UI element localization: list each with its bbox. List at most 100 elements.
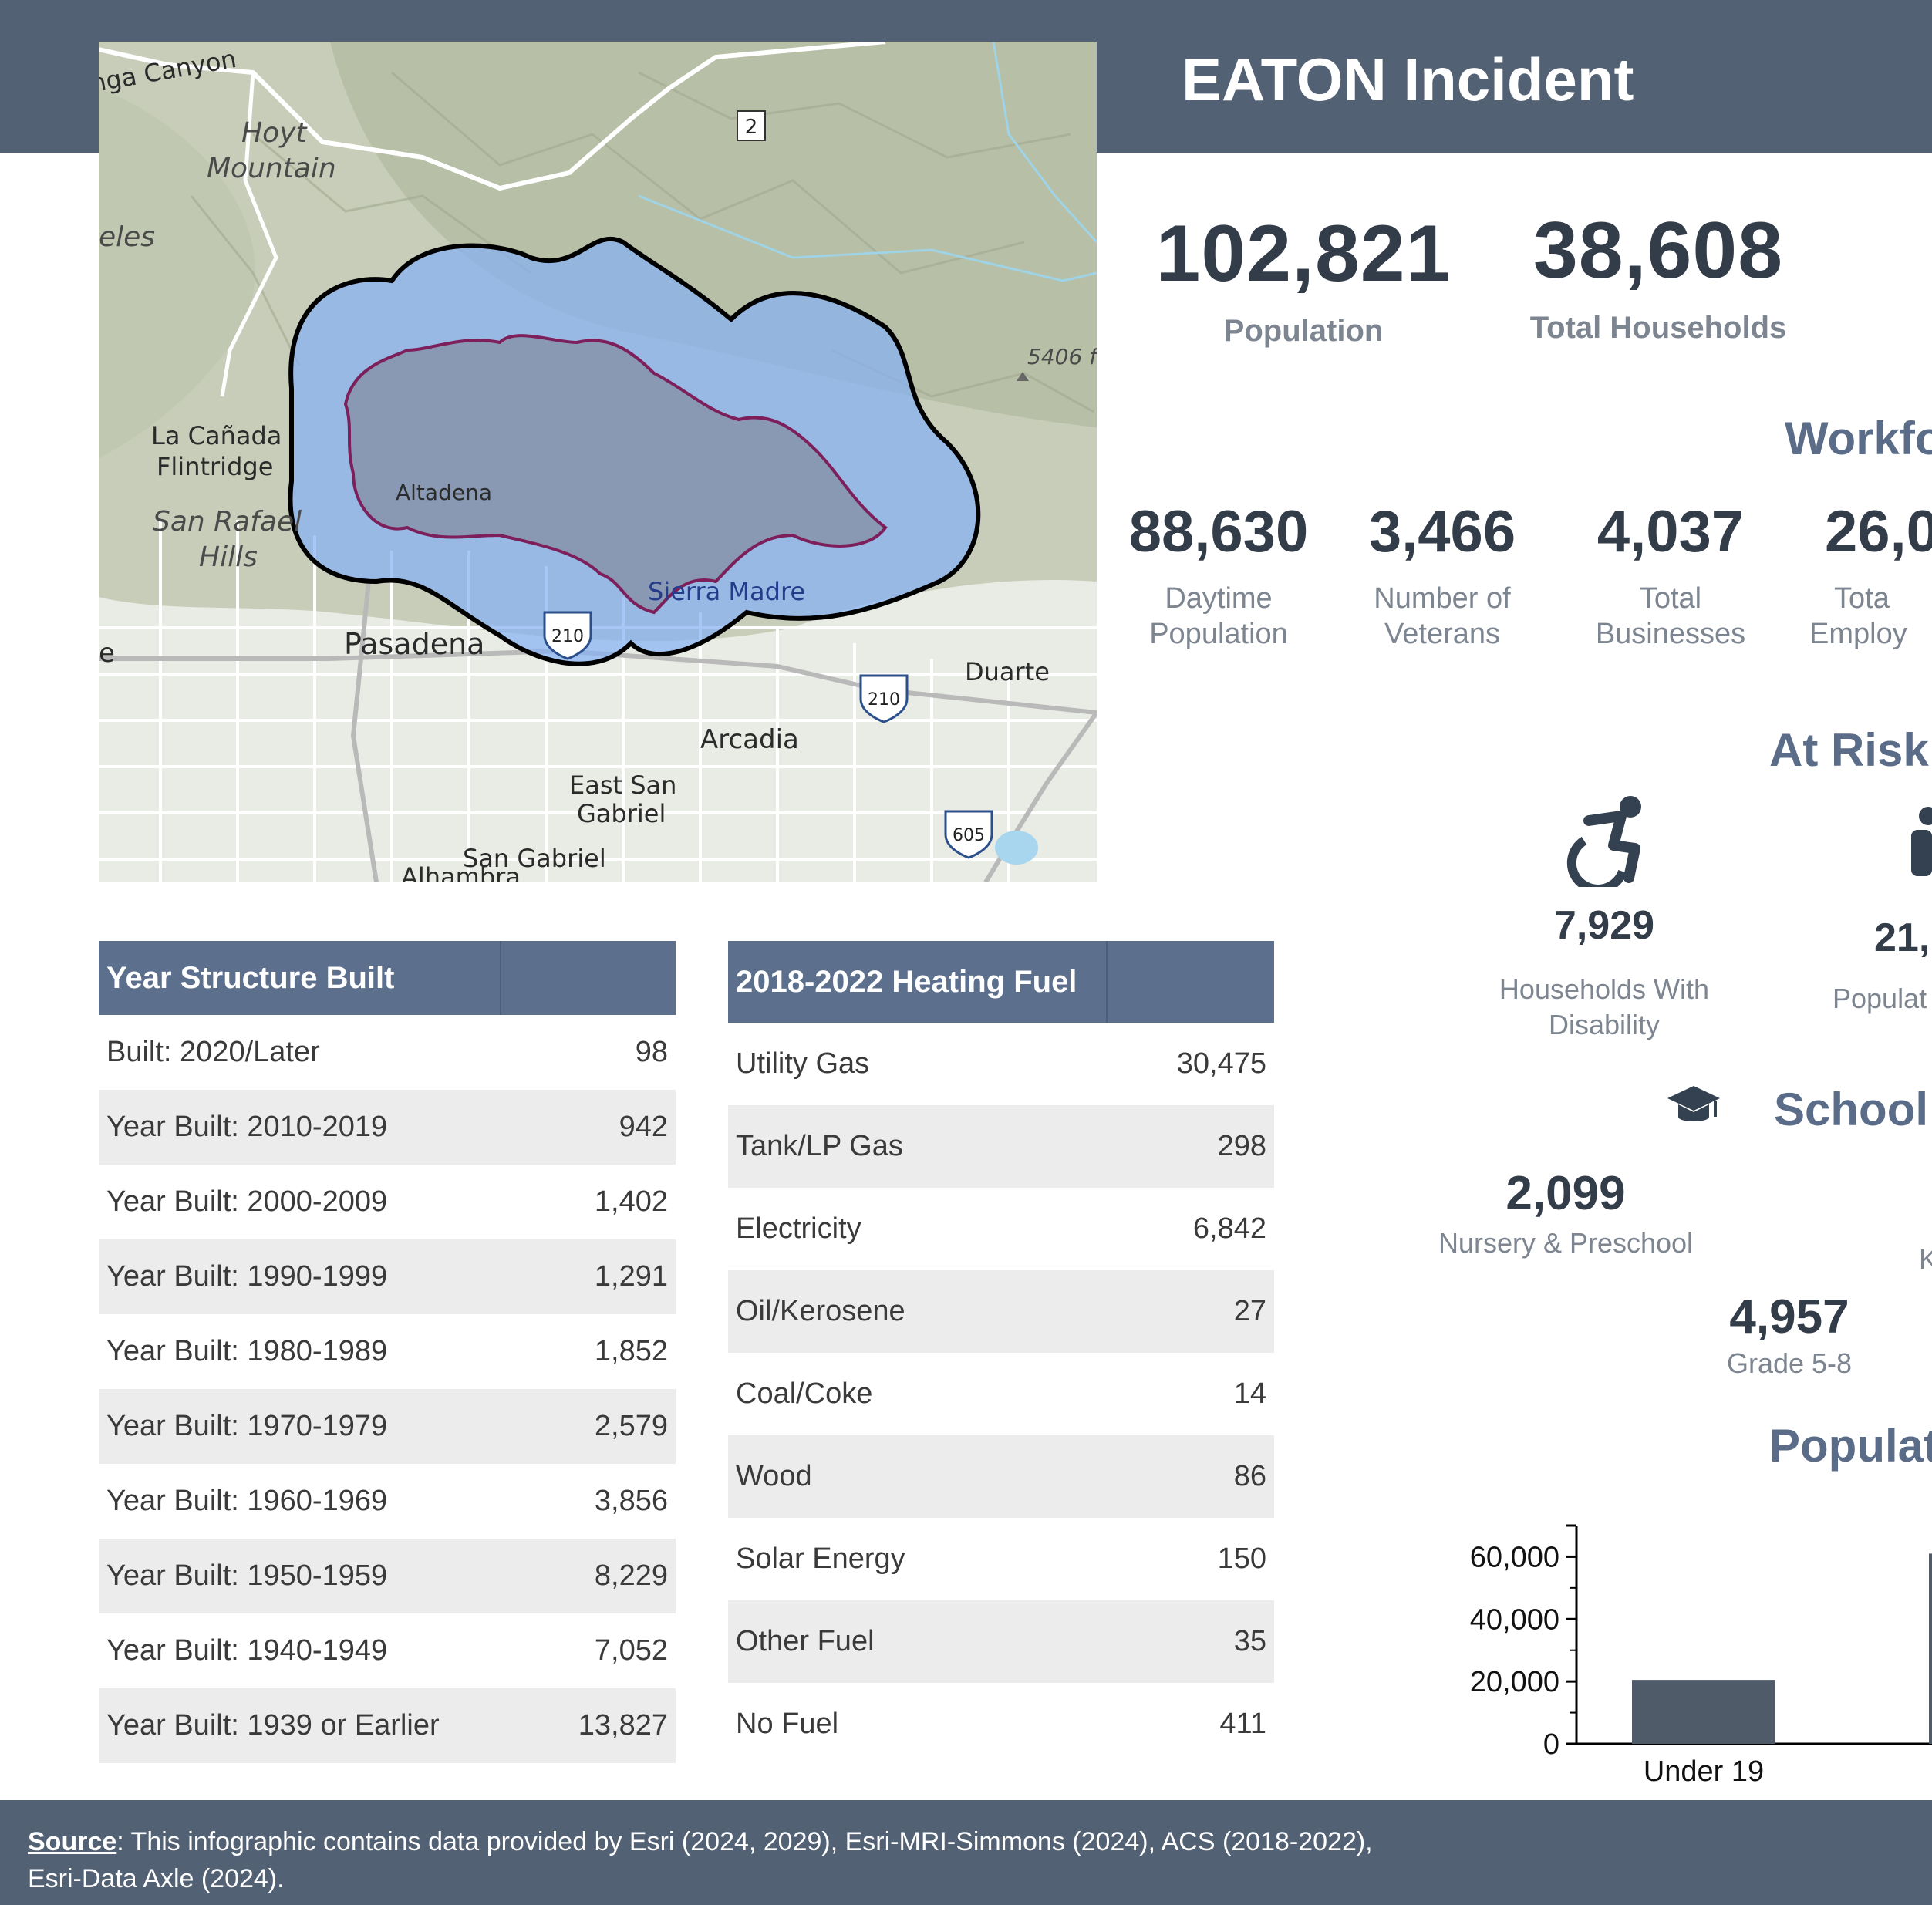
chart-axes: 0 20,000 40,000 60,000 bbox=[1470, 1524, 1932, 1761]
x-tick-label: Under 19 bbox=[1644, 1755, 1764, 1788]
creek bbox=[638, 194, 1097, 282]
footer-band bbox=[0, 1800, 1932, 1905]
grade-5-8-stat: 4,957 Grade 5-8 bbox=[1666, 1290, 1913, 1381]
businesses-label-line2: Businesses bbox=[1595, 618, 1746, 650]
table-header: 2018-2022 Heating Fuel bbox=[728, 941, 1107, 1023]
at-risk-heading: At Risk bbox=[1769, 724, 1929, 776]
row-value: 942 bbox=[501, 1090, 676, 1165]
at-risk-population-stat: 21, Populat bbox=[1833, 915, 1930, 1017]
row-value: 7,052 bbox=[594, 1634, 668, 1667]
map-label-flintridge: Flintridge bbox=[157, 452, 273, 481]
population-label: Population bbox=[1223, 314, 1384, 348]
veterans-label-line2: Veterans bbox=[1384, 618, 1500, 650]
year-structure-built-table: Year Structure Built Built: 2020/Later 98… bbox=[99, 941, 676, 1763]
source-note: Source: This infographic contains data p… bbox=[28, 1823, 1493, 1897]
map-canvas: nga Canyon Hoyt Mountain eles La Cañada … bbox=[99, 42, 1097, 882]
svg-text:605: 605 bbox=[953, 826, 985, 845]
row-value: 27 bbox=[1107, 1270, 1274, 1353]
row-value: 1,291 bbox=[501, 1239, 676, 1314]
row-label: Year Built: 1950-1959 bbox=[99, 1539, 501, 1613]
row-value: 298 bbox=[1107, 1105, 1274, 1188]
map-label-hills: Hills bbox=[199, 541, 258, 573]
map-label-arcadia: Arcadia bbox=[700, 724, 799, 755]
row-value: 86 bbox=[1107, 1435, 1274, 1518]
row-value: 98 bbox=[635, 1036, 668, 1068]
table-row: Other Fuel 35 bbox=[728, 1600, 1274, 1683]
table-row: Year Built: 2000-2009 1,402 bbox=[99, 1165, 676, 1239]
row-label: Built: 2020/Later bbox=[106, 1036, 320, 1068]
row-value: 30,475 bbox=[1176, 1047, 1266, 1080]
bar-truncated bbox=[1929, 1553, 1932, 1744]
map-label-alhambra: Alhambra bbox=[401, 862, 521, 882]
bar-under-19 bbox=[1632, 1680, 1775, 1744]
households-stat: 38,608 Total Households bbox=[1504, 205, 1812, 346]
table-row: Year Built: 1970-1979 2,579 bbox=[99, 1389, 676, 1464]
row-value: 35 bbox=[1107, 1600, 1274, 1683]
row-value: 6,842 bbox=[1192, 1212, 1266, 1245]
row-label: Year Built: 1960-1969 bbox=[106, 1485, 388, 1517]
households-label: Total Households bbox=[1529, 311, 1787, 345]
map-label-hoyt: Hoyt bbox=[241, 117, 308, 149]
row-label: Year Built: 1940-1949 bbox=[106, 1634, 388, 1667]
veterans-stat: 3,466 Number of Veterans bbox=[1342, 498, 1543, 652]
table-row: Coal/Coke 14 bbox=[728, 1353, 1274, 1435]
employees-label: Tota bbox=[1834, 582, 1890, 615]
svg-text:210: 210 bbox=[551, 627, 584, 646]
boundary-line bbox=[99, 42, 886, 191]
veterans-value: 3,466 bbox=[1368, 499, 1516, 565]
map-label-gabriel: Gabriel bbox=[577, 799, 666, 828]
row-label: Year Built: 2000-2009 bbox=[106, 1185, 388, 1218]
interstate-605-shield-icon: 605 bbox=[944, 810, 993, 859]
table-row: Year Built: 1980-1989 1,852 bbox=[99, 1314, 676, 1389]
row-label: Solar Energy bbox=[736, 1543, 905, 1575]
creek-east bbox=[992, 42, 1097, 244]
row-value: 150 bbox=[1217, 1543, 1266, 1575]
businesses-label: Total bbox=[1639, 582, 1702, 615]
school-heading: School bbox=[1774, 1084, 1929, 1135]
interstate-210-shield-icon: 210 bbox=[543, 611, 592, 660]
y-tick-label: 40,000 bbox=[1470, 1603, 1559, 1636]
kindergarten-stat: K bbox=[1919, 1225, 1932, 1277]
source-link[interactable]: Source bbox=[28, 1827, 117, 1856]
road-angeles-crest bbox=[220, 72, 278, 397]
table-row: Utility Gas 30,475 bbox=[728, 1023, 1274, 1105]
table-row: Electricity 6,842 bbox=[728, 1188, 1274, 1270]
row-value: 2,579 bbox=[501, 1389, 676, 1464]
map-label-altadena: Altadena bbox=[396, 480, 492, 505]
disability-value: 7,929 bbox=[1553, 903, 1655, 948]
row-label: Electricity bbox=[736, 1212, 861, 1245]
row-label: Year Built: 1990-1999 bbox=[99, 1239, 501, 1314]
chart-bars: Under 19 bbox=[1632, 1553, 1932, 1788]
row-value: 411 bbox=[1219, 1708, 1266, 1740]
row-value: 3,856 bbox=[594, 1485, 668, 1517]
row-label: Oil/Kerosene bbox=[728, 1270, 1107, 1353]
interstate-210-shield-icon: 210 bbox=[859, 674, 909, 723]
table-header-value bbox=[1106, 941, 1274, 1023]
daytime-population-value: 88,630 bbox=[1128, 499, 1309, 565]
table-row: Solar Energy 150 bbox=[728, 1518, 1274, 1600]
row-value: 14 bbox=[1233, 1377, 1266, 1410]
businesses-stat: 4,037 Total Businesses bbox=[1570, 498, 1771, 652]
daytime-population-stat: 88,630 Daytime Population bbox=[1118, 498, 1319, 652]
grade-5-8-label: Grade 5-8 bbox=[1726, 1347, 1853, 1379]
row-label: Wood bbox=[728, 1435, 1107, 1518]
map-label-san-gabriel: San Gabriel bbox=[463, 844, 606, 873]
disability-stat: 7,929 Households With Disability bbox=[1481, 902, 1728, 1043]
map-label-duarte: Duarte bbox=[965, 657, 1050, 686]
row-label: Other Fuel bbox=[728, 1600, 1107, 1683]
table-row: Year Built: 1960-1969 3,856 bbox=[99, 1464, 676, 1539]
population-bar-chart: 0 20,000 40,000 60,000 Under 19 bbox=[1470, 1524, 1932, 1788]
peak-icon bbox=[1017, 372, 1029, 381]
map-label-la-canada: La Cañada bbox=[151, 421, 282, 450]
table-row: Wood 86 bbox=[728, 1435, 1274, 1518]
nursery-value: 2,099 bbox=[1505, 1167, 1626, 1220]
population-stat: 102,821 Population bbox=[1149, 208, 1458, 349]
west-hills-shade bbox=[99, 88, 255, 458]
population-chart-heading: Populat bbox=[1769, 1420, 1932, 1472]
row-label: Coal/Coke bbox=[736, 1377, 873, 1410]
table-row: Year Built: 1990-1999 1,291 bbox=[99, 1239, 676, 1314]
map-label-mountain: Mountain bbox=[207, 153, 336, 184]
employees-stat: 26,0 Tota Employ bbox=[1809, 498, 1932, 652]
map-label-eles: eles bbox=[99, 221, 155, 253]
incident-map[interactable]: nga Canyon Hoyt Mountain eles La Cañada … bbox=[99, 42, 1097, 882]
